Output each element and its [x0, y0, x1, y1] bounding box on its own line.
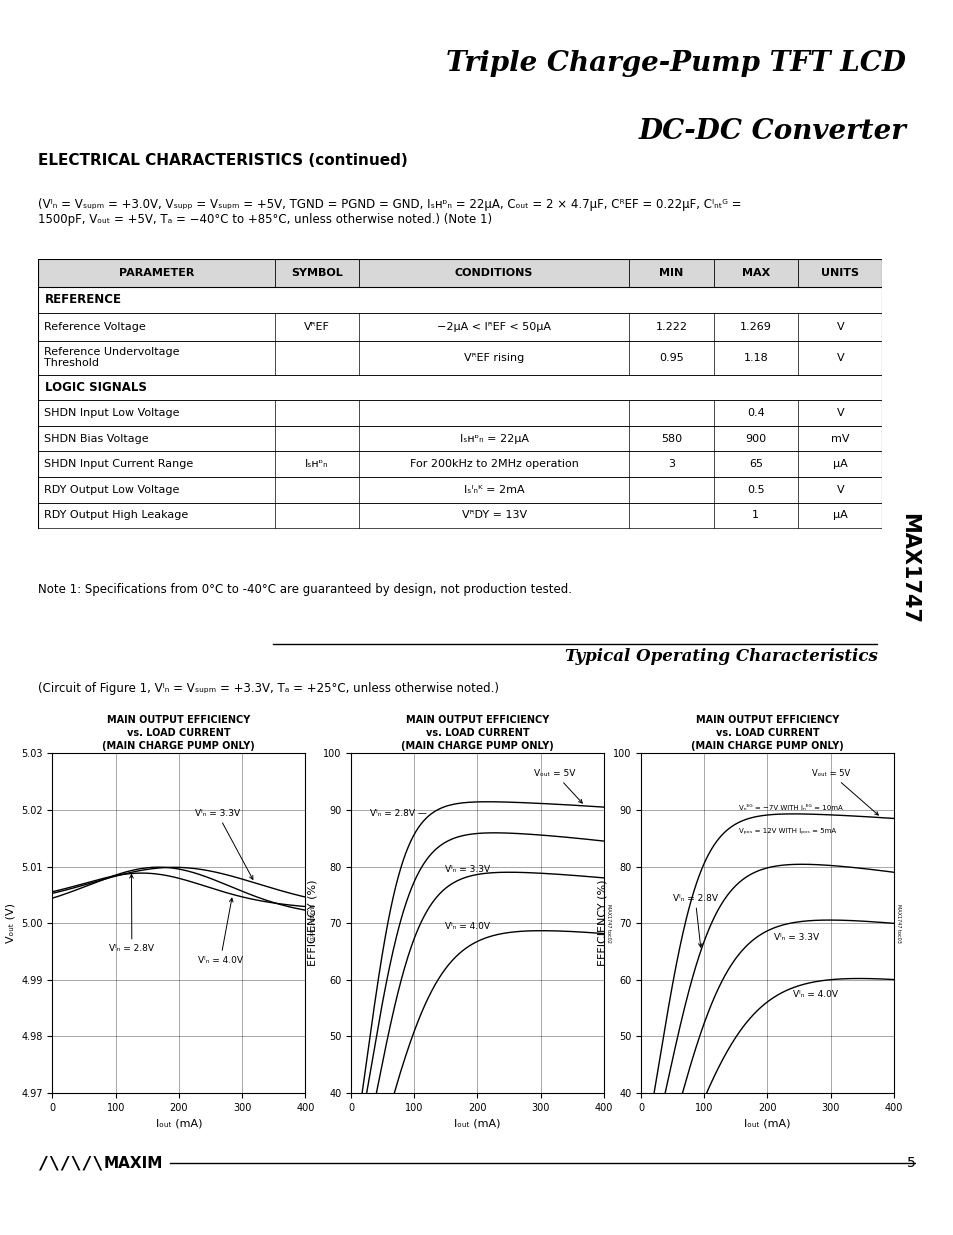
Text: Typical Operating Characteristics: Typical Operating Characteristics [564, 648, 877, 666]
Text: V: V [836, 321, 843, 332]
Y-axis label: EFFICIENCY (%): EFFICIENCY (%) [307, 879, 317, 967]
Text: LOGIC SIGNALS: LOGIC SIGNALS [45, 382, 147, 394]
Y-axis label: Vₒᵤₜ (V): Vₒᵤₜ (V) [6, 903, 15, 944]
Text: SYMBOL: SYMBOL [291, 268, 342, 278]
Text: PARAMETER: PARAMETER [118, 268, 193, 278]
Text: VᴿEF: VᴿEF [303, 321, 330, 332]
Text: VᴿEF rising: VᴿEF rising [463, 353, 523, 363]
Text: V: V [836, 409, 843, 419]
Text: ELECTRICAL CHARACTERISTICS (continued): ELECTRICAL CHARACTERISTICS (continued) [38, 153, 408, 168]
Text: Vᴵₙ = 2.8V —: Vᴵₙ = 2.8V — [370, 809, 426, 818]
Text: MIN: MIN [659, 268, 682, 278]
Text: MAX1747: MAX1747 [898, 513, 918, 624]
Text: 65: 65 [748, 459, 762, 469]
Text: /\/\/\: /\/\/\ [38, 1155, 103, 1172]
Text: Vᴵₙ = 2.8V: Vᴵₙ = 2.8V [110, 874, 154, 953]
Bar [38, 312, 882, 341]
Text: μA: μA [832, 510, 846, 520]
Text: RDY Output High Leakage: RDY Output High Leakage [44, 510, 188, 520]
X-axis label: Iₒᵤₜ (mA): Iₒᵤₜ (mA) [155, 1118, 202, 1129]
Bar [38, 375, 882, 400]
Text: UNITS: UNITS [821, 268, 859, 278]
Text: 1.269: 1.269 [740, 321, 771, 332]
X-axis label: Iₒᵤₜ (mA): Iₒᵤₜ (mA) [743, 1118, 790, 1129]
X-axis label: Iₒᵤₜ (mA): Iₒᵤₜ (mA) [454, 1118, 500, 1129]
Text: Reference Voltage: Reference Voltage [44, 321, 146, 332]
Text: Vᴵₙ = 3.3V: Vᴵₙ = 3.3V [444, 866, 489, 874]
Bar [38, 503, 882, 529]
Text: Vᴵₙ = 3.3V: Vᴵₙ = 3.3V [773, 934, 818, 942]
Text: DC-DC Converter: DC-DC Converter [638, 119, 905, 146]
Text: 5: 5 [906, 1156, 915, 1171]
Text: Iₛᴵₙᴷ = 2mA: Iₛᴵₙᴷ = 2mA [463, 485, 524, 495]
Text: Vᴵₙ = 4.0V: Vᴵₙ = 4.0V [444, 921, 489, 931]
Bar [38, 426, 882, 452]
Text: RDY Output Low Voltage: RDY Output Low Voltage [44, 485, 179, 495]
Text: SHDN Input Current Range: SHDN Input Current Range [44, 459, 193, 469]
Bar [38, 452, 882, 477]
Text: 0.5: 0.5 [746, 485, 763, 495]
Text: Vᴵₙ = 3.3V: Vᴵₙ = 3.3V [194, 809, 253, 879]
Text: Vₙᴱᴳ = −7V WITH Iₙᴱᴳ = 10mA: Vₙᴱᴳ = −7V WITH Iₙᴱᴳ = 10mA [739, 805, 841, 811]
Text: CONDITIONS: CONDITIONS [455, 268, 533, 278]
Text: 580: 580 [660, 433, 681, 443]
Text: (Vᴵₙ = Vₛᵤₚₘ = +3.0V, Vₛᵤₚₚ = Vₛᵤₚₘ = +5V, TGND = PGND = GND, Iₛʜᶛₙ = 22μA, Cₒᵤₜ: (Vᴵₙ = Vₛᵤₚₘ = +3.0V, Vₛᵤₚₚ = Vₛᵤₚₘ = +5… [38, 198, 740, 226]
Bar [38, 259, 882, 288]
Text: SHDN Input Low Voltage: SHDN Input Low Voltage [44, 409, 179, 419]
Text: 3: 3 [667, 459, 674, 469]
Text: MAX1747 toc03: MAX1747 toc03 [896, 904, 901, 942]
Text: MAX1747 toc02: MAX1747 toc02 [606, 904, 611, 942]
Text: MAX: MAX [740, 268, 769, 278]
Text: MAXIM: MAXIM [104, 1156, 163, 1171]
Text: Vₚₒₛ = 12V WITH Iₚₒₛ = 5mA: Vₚₒₛ = 12V WITH Iₚₒₛ = 5mA [739, 827, 835, 834]
Y-axis label: EFFICIENCY (%): EFFICIENCY (%) [597, 879, 607, 967]
Text: 1: 1 [752, 510, 759, 520]
Text: −2μA < IᴿEF < 50μA: −2μA < IᴿEF < 50μA [436, 321, 551, 332]
Bar [38, 400, 882, 426]
Text: (Circuit of Figure 1, Vᴵₙ = Vₛᵤₚₘ = +3.3V, Tₐ = +25°C, unless otherwise noted.): (Circuit of Figure 1, Vᴵₙ = Vₛᵤₚₘ = +3.3… [38, 682, 498, 695]
Bar [38, 477, 882, 503]
Text: V: V [836, 485, 843, 495]
Text: V: V [836, 353, 843, 363]
Text: Note 1: Specifications from 0°C to -40°C are guaranteed by design, not productio: Note 1: Specifications from 0°C to -40°C… [38, 583, 572, 597]
Text: mV: mV [830, 433, 848, 443]
Text: 1.18: 1.18 [742, 353, 767, 363]
Text: Vₒᵤₜ = 5V: Vₒᵤₜ = 5V [534, 769, 581, 803]
Text: Triple Charge-Pump TFT LCD: Triple Charge-Pump TFT LCD [446, 51, 905, 78]
Bar [38, 288, 882, 312]
Text: Iₛʜᶛₙ: Iₛʜᶛₙ [305, 459, 328, 469]
Text: Reference Undervoltage
Threshold: Reference Undervoltage Threshold [44, 347, 179, 368]
Title: MAIN OUTPUT EFFICIENCY
vs. LOAD CURRENT
(MAIN CHARGE PUMP ONLY): MAIN OUTPUT EFFICIENCY vs. LOAD CURRENT … [102, 715, 255, 751]
Title: MAIN OUTPUT EFFICIENCY
vs. LOAD CURRENT
(MAIN CHARGE PUMP ONLY): MAIN OUTPUT EFFICIENCY vs. LOAD CURRENT … [400, 715, 554, 751]
Bar [38, 341, 882, 375]
Text: 0.4: 0.4 [746, 409, 764, 419]
Text: MAX1747 toc01: MAX1747 toc01 [308, 904, 313, 942]
Text: 0.95: 0.95 [659, 353, 683, 363]
Text: VᴿDY = 13V: VᴿDY = 13V [461, 510, 526, 520]
Text: Vᴵₙ = 4.0V: Vᴵₙ = 4.0V [197, 898, 243, 965]
Text: REFERENCE: REFERENCE [45, 294, 122, 306]
Text: μA: μA [832, 459, 846, 469]
Text: 900: 900 [744, 433, 765, 443]
Text: Vᴵₙ = 4.0V: Vᴵₙ = 4.0V [792, 989, 837, 999]
Text: 1.222: 1.222 [655, 321, 687, 332]
Text: Iₛʜᶛₙ = 22μA: Iₛʜᶛₙ = 22μA [459, 433, 528, 443]
Title: MAIN OUTPUT EFFICIENCY
vs. LOAD CURRENT
(MAIN CHARGE PUMP ONLY): MAIN OUTPUT EFFICIENCY vs. LOAD CURRENT … [690, 715, 843, 751]
Text: Vₒᵤₜ = 5V: Vₒᵤₜ = 5V [811, 769, 878, 815]
Text: For 200kHz to 2MHz operation: For 200kHz to 2MHz operation [409, 459, 578, 469]
Text: SHDN Bias Voltage: SHDN Bias Voltage [44, 433, 149, 443]
Text: Vᴵₙ = 2.8V: Vᴵₙ = 2.8V [672, 893, 717, 947]
